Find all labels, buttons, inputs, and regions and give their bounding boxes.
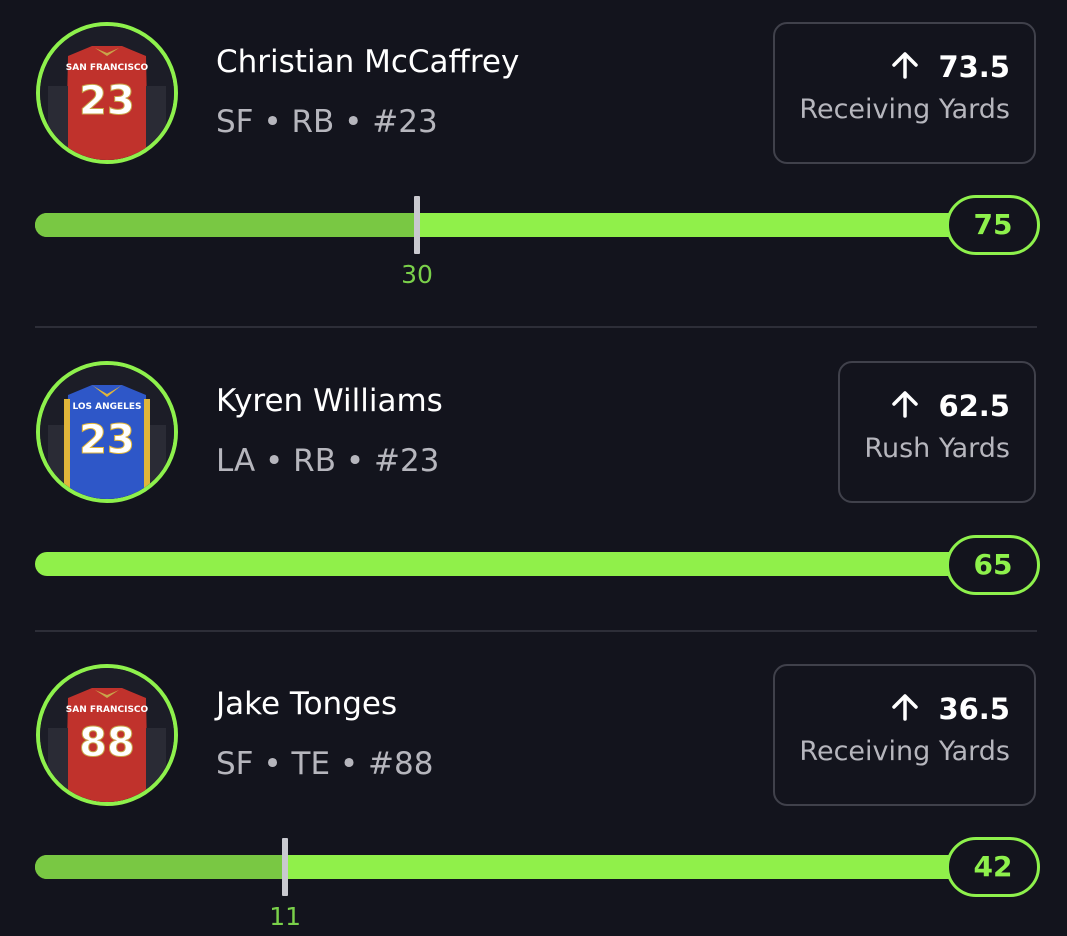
stat-box[interactable]: 62.5 Rush Yards (838, 361, 1036, 503)
progress-fill (35, 213, 417, 237)
divider (35, 326, 1037, 328)
jersey-team-text: SAN FRANCISCO (66, 63, 149, 73)
player-meta: LA • RB • #23 (216, 443, 440, 479)
target-pill: 75 (946, 195, 1040, 255)
progress-fill (35, 855, 286, 879)
progress-marker-label: 11 (269, 902, 302, 931)
stat-label: Receiving Yards (799, 736, 1010, 767)
arrow-up-icon (892, 694, 919, 721)
player-meta: SF • TE • #88 (216, 746, 434, 782)
jersey-team-text: SAN FRANCISCO (66, 705, 149, 715)
player-avatar: LOS ANGELES 23 (36, 361, 178, 503)
player-name: Kyren Williams (216, 383, 443, 419)
target-pill: 42 (946, 837, 1040, 897)
jersey-team-text: LOS ANGELES (72, 402, 141, 412)
stat-value: 62.5 (938, 389, 1010, 423)
progress-track: 30 (35, 196, 990, 289)
stat-box[interactable]: 36.5 Receiving Yards (773, 664, 1036, 806)
target-pill: 65 (946, 535, 1040, 595)
jersey-icon: LOS ANGELES 23 (40, 365, 174, 499)
arrow-up-icon (892, 52, 919, 79)
jersey-number: 23 (79, 417, 135, 463)
jersey-icon: SAN FRANCISCO 88 (40, 668, 174, 802)
jersey-number: 23 (79, 78, 135, 124)
stat-value: 73.5 (938, 50, 1010, 84)
stat-box[interactable]: 73.5 Receiving Yards (773, 22, 1036, 164)
stat-value: 36.5 (938, 692, 1010, 726)
player-avatar: SAN FRANCISCO 23 (36, 22, 178, 164)
jersey-number: 88 (79, 720, 135, 766)
divider (35, 630, 1037, 632)
progress-marker-label: 30 (401, 260, 433, 289)
player-name: Christian McCaffrey (216, 44, 520, 80)
progress-marker (414, 196, 420, 254)
player-name: Jake Tonges (216, 686, 398, 722)
progress-marker (282, 838, 289, 896)
arrow-up-icon (892, 391, 919, 418)
progress-track: 11 (35, 838, 990, 931)
player-meta: SF • RB • #23 (216, 104, 438, 140)
stat-label: Rush Yards (864, 433, 1010, 464)
jersey-icon: SAN FRANCISCO 23 (40, 26, 174, 160)
stat-label: Receiving Yards (799, 94, 1010, 125)
progress-track (35, 552, 990, 576)
player-avatar: SAN FRANCISCO 88 (36, 664, 178, 806)
